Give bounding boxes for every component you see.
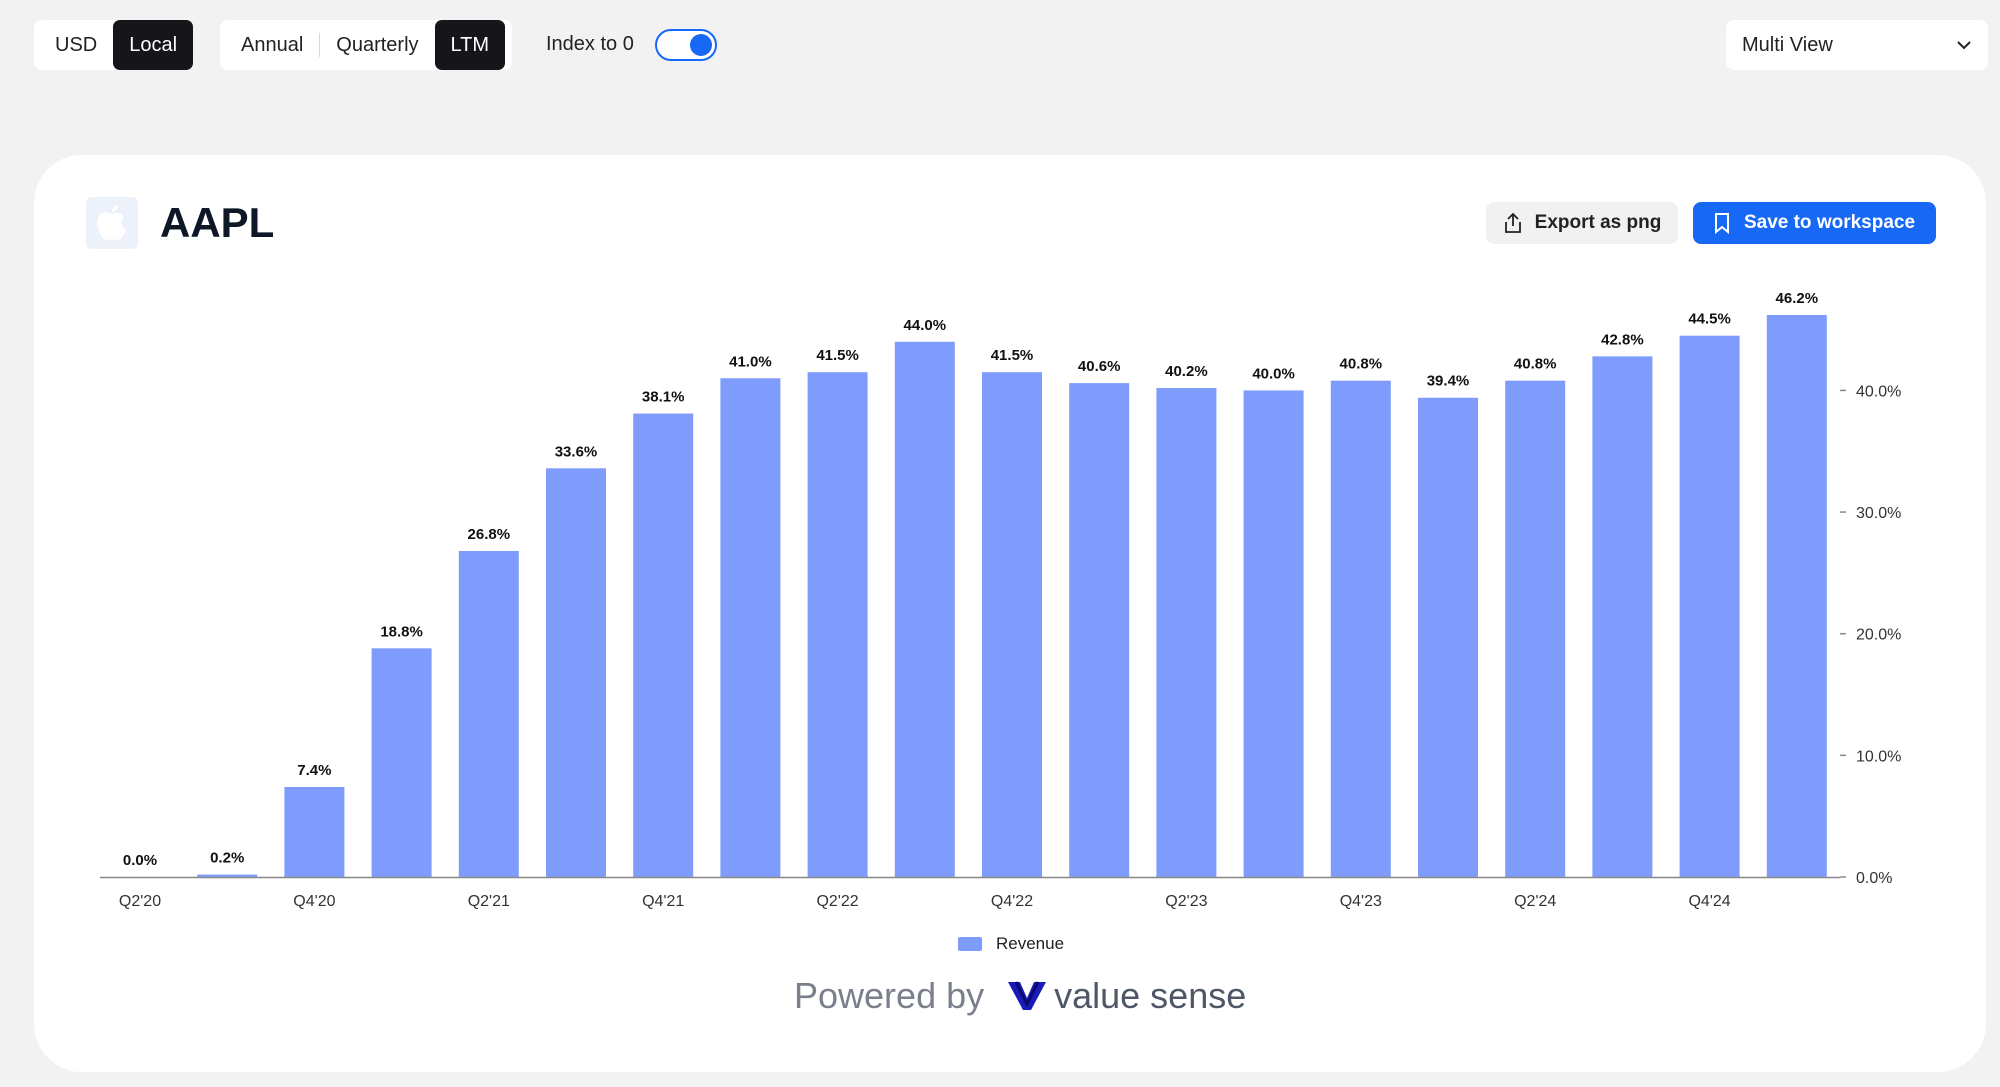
x-tick-label: Q2'20 (119, 893, 161, 910)
bar[interactable] (1243, 390, 1304, 877)
powered-by-text: Powered by (794, 975, 985, 1016)
bar[interactable] (1766, 315, 1827, 877)
save-to-workspace-label: Save to workspace (1743, 212, 1916, 233)
data-label: 0.2% (210, 850, 244, 867)
share-export-icon (1504, 212, 1521, 233)
bar[interactable] (371, 648, 432, 877)
period-ltm-button[interactable]: LTM (434, 20, 506, 70)
company-logo (86, 197, 138, 249)
view-select-value: Multi View (1742, 33, 1833, 56)
bar[interactable] (720, 378, 781, 877)
bar[interactable] (284, 786, 345, 877)
toolbar: USD Local Annual Quarterly LTM Index to … (0, 0, 2000, 100)
y-tick-label: 20.0% (1856, 627, 1901, 644)
view-select[interactable]: Multi View (1726, 20, 1988, 70)
bar[interactable] (982, 372, 1042, 877)
value-sense-brand: value sense (1006, 975, 1246, 1017)
index-to-zero-toggle[interactable] (655, 29, 717, 61)
data-label: 46.2% (1776, 290, 1819, 307)
x-tick-label: Q4'23 (1340, 893, 1382, 910)
y-tick-label: 30.0% (1856, 505, 1901, 522)
y-tick-label: 40.0% (1856, 383, 1901, 400)
bar[interactable] (1592, 356, 1653, 877)
data-label: 41.0% (729, 353, 772, 370)
currency-local-button[interactable]: Local (113, 20, 194, 70)
legend-swatch-revenue (958, 937, 982, 951)
data-label: 40.8% (1340, 356, 1383, 373)
y-tick-label: 0.0% (1856, 870, 1892, 887)
period-annual-button[interactable]: Annual (241, 33, 304, 56)
data-label: 7.4% (297, 762, 331, 779)
data-label: 40.8% (1514, 356, 1557, 373)
bar[interactable] (1069, 383, 1130, 877)
bar[interactable] (1330, 380, 1391, 877)
data-label: 26.8% (468, 526, 511, 543)
powered-by: Powered by value sense (794, 975, 1246, 1017)
data-label: 0.0% (123, 852, 157, 869)
ticker-title: AAPL (160, 199, 275, 246)
export-png-label: Export as png (1534, 212, 1662, 233)
bar[interactable] (894, 341, 955, 877)
bar[interactable] (633, 413, 694, 877)
bar[interactable] (458, 550, 519, 877)
period-quarterly-button[interactable]: Quarterly (336, 33, 419, 56)
data-label: 44.0% (904, 317, 947, 334)
period-toggle: Annual Quarterly LTM (220, 20, 512, 70)
value-sense-wordmark: value sense (1054, 975, 1247, 1016)
bar[interactable] (1156, 387, 1217, 877)
x-tick-label: Q2'21 (468, 893, 510, 910)
chart-card: AAPL Export as png Save to workspace 0.0… (34, 155, 1986, 1072)
export-png-button[interactable]: Export as png (1486, 202, 1678, 244)
data-label: 40.6% (1078, 358, 1121, 375)
chevron-down-icon (1957, 41, 1971, 50)
bar[interactable] (1418, 397, 1478, 877)
bar[interactable] (1679, 335, 1740, 877)
data-label: 40.2% (1165, 363, 1208, 380)
x-tick-label: Q4'21 (642, 893, 684, 910)
save-to-workspace-button[interactable]: Save to workspace (1693, 202, 1936, 244)
x-tick-label: Q2'22 (816, 893, 858, 910)
data-label: 44.5% (1688, 311, 1731, 328)
currency-toggle: USD Local (34, 20, 194, 70)
x-tick-label: Q4'24 (1688, 893, 1730, 910)
data-label: 18.8% (380, 623, 423, 640)
x-tick-label: Q4'22 (991, 893, 1033, 910)
bar[interactable] (546, 468, 606, 877)
data-label: 38.1% (642, 389, 685, 406)
currency-usd-button[interactable]: USD (55, 33, 98, 56)
toggle-knob (690, 34, 712, 56)
bar[interactable] (807, 372, 868, 877)
x-tick-label: Q2'24 (1514, 893, 1556, 910)
revenue-bar-chart: 0.0% Q2'20 0.2% 7.4% Q4'20 18.8% 26.8% Q2'21 33.… (100, 290, 1901, 910)
data-label: 42.8% (1601, 331, 1644, 348)
data-label: 33.6% (555, 443, 598, 460)
data-label: 40.0% (1252, 365, 1295, 382)
data-label: 39.4% (1427, 373, 1470, 390)
data-label: 41.5% (991, 347, 1034, 364)
y-tick-label: 10.0% (1856, 748, 1901, 765)
x-tick-label: Q4'20 (293, 893, 335, 910)
apple-logo-icon (97, 205, 126, 241)
legend-label-revenue: Revenue (996, 934, 1065, 953)
value-sense-logo-icon (1008, 981, 1047, 1010)
bar[interactable] (197, 874, 258, 877)
x-tick-label: Q2'23 (1165, 893, 1207, 910)
period-divider (319, 33, 321, 57)
data-label: 41.5% (816, 347, 859, 364)
bar[interactable] (1505, 380, 1566, 877)
bookmark-icon (1714, 213, 1729, 234)
chart-legend[interactable]: Revenue (958, 934, 1064, 954)
index-to-zero-label: Index to 0 (546, 33, 634, 55)
